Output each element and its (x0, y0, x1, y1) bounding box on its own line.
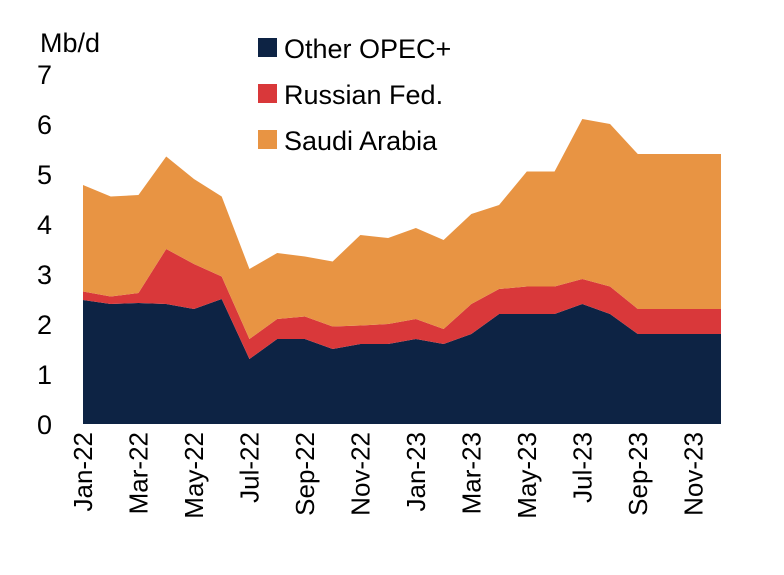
x-tick-label: Sep-23 (623, 432, 653, 516)
legend-item: Russian Fed. (258, 80, 443, 110)
x-tick-label: Mar-23 (456, 432, 486, 514)
x-tick-label: Jan-23 (401, 432, 431, 512)
y-tick-label: 5 (37, 160, 52, 190)
x-tick-label: Jul-22 (234, 432, 264, 503)
x-tick-label: Nov-22 (345, 432, 375, 516)
y-tick-label: 3 (37, 260, 52, 290)
x-tick-label: Jan-22 (68, 432, 98, 512)
y-tick-label: 6 (37, 110, 52, 140)
legend-label: Other OPEC+ (284, 34, 451, 64)
x-tick-label: Mar-22 (123, 432, 153, 514)
y-tick-label: 1 (37, 360, 52, 390)
legend-label: Russian Fed. (284, 80, 443, 110)
legend-swatch (258, 84, 277, 103)
y-axis-unit-label: Mb/d (40, 28, 100, 58)
x-tick-label: May-23 (512, 432, 542, 519)
y-tick-label: 0 (37, 410, 52, 440)
x-tick-label: Sep-22 (290, 432, 320, 516)
legend-item: Saudi Arabia (258, 126, 438, 156)
area-other-opec (83, 299, 721, 424)
x-tick-label: May-22 (179, 432, 209, 519)
legend-label: Saudi Arabia (284, 126, 438, 156)
y-tick-label: 4 (37, 210, 52, 240)
y-tick-label: 7 (37, 60, 52, 90)
x-tick-label: Nov-23 (678, 432, 708, 516)
y-tick-label: 2 (37, 310, 52, 340)
legend-swatch (258, 38, 277, 57)
area-russian-fed (83, 249, 721, 359)
area-saudi-arabia (83, 119, 721, 339)
x-tick-label: Jul-23 (567, 432, 597, 503)
legend-item: Other OPEC+ (258, 34, 451, 64)
legend-swatch (258, 130, 277, 149)
